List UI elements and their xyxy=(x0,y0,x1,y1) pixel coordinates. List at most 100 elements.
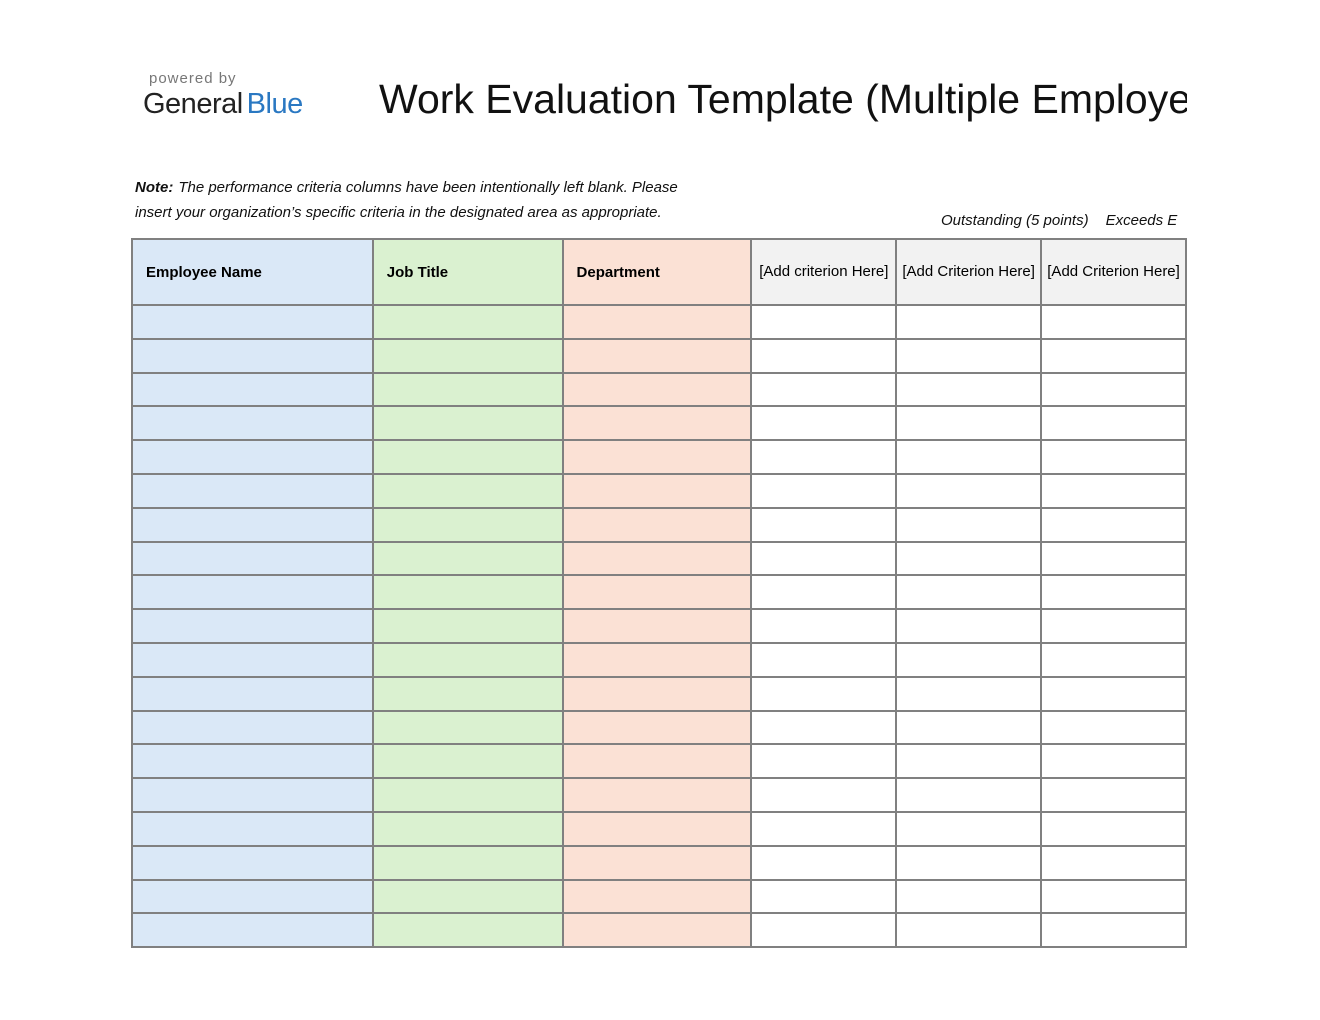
table-cell xyxy=(561,878,753,915)
column-header: [Add criterion Here] xyxy=(750,238,898,306)
note-line: insert your organization’s specific crit… xyxy=(135,204,662,221)
table-cell xyxy=(371,743,564,780)
table-cell xyxy=(371,304,564,340)
table-cell xyxy=(131,506,374,543)
table-cell xyxy=(750,675,898,712)
table-row xyxy=(131,304,1187,340)
table-cell xyxy=(561,506,753,543)
table-cell xyxy=(371,675,564,712)
table-cell xyxy=(1040,371,1187,408)
table-cell xyxy=(131,810,374,847)
powered-by: powered by xyxy=(149,70,237,87)
table-cell xyxy=(561,912,753,949)
table-row xyxy=(131,810,1187,847)
table-cell xyxy=(1040,743,1187,780)
table-cell xyxy=(1040,777,1187,813)
brand-second: Blue xyxy=(246,88,304,120)
brand-logo: General Blue xyxy=(143,88,303,121)
table-cell xyxy=(1040,540,1187,577)
table-cell xyxy=(131,439,374,475)
table-cell xyxy=(371,337,564,374)
table-cell xyxy=(895,405,1043,442)
table-cell xyxy=(750,608,898,644)
table-cell xyxy=(131,777,374,813)
table-cell xyxy=(1040,878,1187,915)
table-cell xyxy=(371,371,564,408)
table-cell xyxy=(131,641,374,678)
table-cell xyxy=(750,472,898,509)
table-cell xyxy=(895,506,1043,543)
table-cell xyxy=(895,574,1043,611)
table-cell xyxy=(561,743,753,780)
table-row xyxy=(131,506,1187,543)
table-cell xyxy=(1040,641,1187,678)
table-cell xyxy=(371,472,564,509)
table-cell xyxy=(750,371,898,408)
table-cell xyxy=(895,810,1043,847)
column-header: Department xyxy=(561,238,753,306)
table-cell xyxy=(895,675,1043,712)
table-cell xyxy=(371,439,564,475)
table-cell xyxy=(131,337,374,374)
table-cell xyxy=(561,641,753,678)
table-cell xyxy=(750,405,898,442)
table-cell xyxy=(1040,709,1187,746)
table-cell xyxy=(895,844,1043,881)
table-row xyxy=(131,912,1187,949)
brand-first: General xyxy=(143,88,243,120)
sheet-area: Work Evaluation Template (Multiple Emplo… xyxy=(131,76,1187,949)
table-cell xyxy=(561,337,753,374)
table-cell xyxy=(561,405,753,442)
table-row xyxy=(131,844,1187,881)
table-row xyxy=(131,777,1187,813)
table-cell xyxy=(561,675,753,712)
table-cell xyxy=(1040,472,1187,509)
table-cell xyxy=(895,371,1043,408)
column-header: Employee Name xyxy=(131,238,374,306)
table-cell xyxy=(131,878,374,915)
table-cell xyxy=(131,574,374,611)
note-label: Note: xyxy=(135,179,174,196)
title: Work Evaluation Template (Multiple Emplo… xyxy=(379,76,1187,122)
table-row xyxy=(131,472,1187,509)
table-cell xyxy=(131,608,374,644)
note: Note: The performance criteria columns ha… xyxy=(135,175,678,225)
evaluation-table: Employee Name Job Title Department [Add cri… xyxy=(131,238,1187,949)
table-cell xyxy=(371,777,564,813)
table-row xyxy=(131,743,1187,780)
table-cell xyxy=(1040,304,1187,340)
table-row xyxy=(131,641,1187,678)
table-cell xyxy=(371,844,564,881)
table-cell xyxy=(750,337,898,374)
table-cell xyxy=(750,540,898,577)
table-cell xyxy=(750,506,898,543)
table-cell xyxy=(131,540,374,577)
table-cell xyxy=(371,709,564,746)
table-cell xyxy=(750,641,898,678)
table-cell xyxy=(895,912,1043,949)
table-body xyxy=(131,304,1187,949)
rating-item: Exceeds E xyxy=(1105,212,1178,229)
table-cell xyxy=(895,777,1043,813)
table-cell xyxy=(750,912,898,949)
table-cell xyxy=(1040,608,1187,644)
table-cell xyxy=(371,912,564,949)
table-cell xyxy=(561,439,753,475)
table-cell xyxy=(1040,675,1187,712)
table-cell xyxy=(750,844,898,881)
table-cell xyxy=(750,743,898,780)
table-cell xyxy=(1040,912,1187,949)
table-cell xyxy=(895,743,1043,780)
column-header: [Add Criterion Here] xyxy=(895,238,1043,306)
table-row xyxy=(131,337,1187,374)
table-cell xyxy=(371,540,564,577)
rating-scale: Outstanding (5 points) Exceeds E xyxy=(941,212,1187,229)
table-cell xyxy=(561,709,753,746)
table-cell xyxy=(561,472,753,509)
table-cell xyxy=(131,709,374,746)
table-cell xyxy=(750,810,898,847)
header-row: Employee Name Job Title Department [Add cri… xyxy=(131,238,1187,306)
table-cell xyxy=(371,506,564,543)
table-cell xyxy=(561,540,753,577)
